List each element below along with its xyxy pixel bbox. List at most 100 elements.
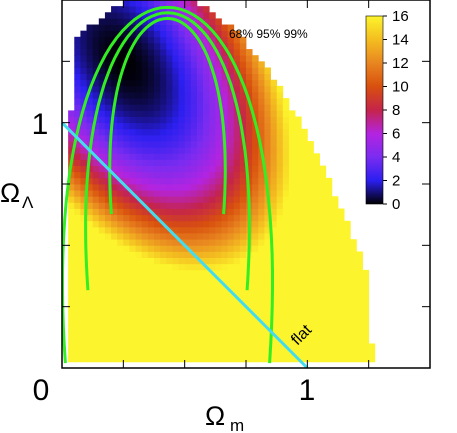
heatmap-cell	[350, 355, 357, 363]
heatmap-cell	[147, 269, 155, 277]
heatmap-cell	[86, 288, 94, 295]
heatmap-cell	[80, 165, 87, 173]
heatmap-cell	[295, 165, 302, 173]
heatmap-cell	[80, 269, 87, 277]
heatmap-cell	[196, 122, 204, 130]
heatmap-cell	[141, 42, 149, 50]
heatmap-cell	[184, 184, 192, 191]
heatmap-cell	[74, 73, 81, 81]
heatmap-cell	[68, 233, 75, 240]
heatmap-cell	[92, 159, 100, 166]
heatmap-cell	[154, 116, 161, 124]
heatmap-cell	[154, 239, 161, 246]
heatmap-cell	[233, 233, 241, 240]
heatmap-cell	[111, 282, 118, 289]
heatmap-cell	[147, 42, 155, 50]
heatmap-cell	[233, 147, 241, 154]
heatmap-cell	[288, 306, 296, 314]
heatmap-cell	[252, 331, 259, 338]
heatmap-cell	[319, 263, 327, 271]
heatmap-cell	[295, 177, 302, 185]
heatmap-cell	[325, 257, 333, 265]
heatmap-cell	[239, 202, 247, 209]
heatmap-cell	[190, 220, 198, 228]
heatmap-cell	[154, 122, 161, 130]
heatmap-cell	[215, 42, 222, 50]
heatmap-cell	[239, 159, 247, 166]
heatmap-cell	[301, 269, 308, 277]
heatmap-cell	[239, 263, 247, 271]
heatmap-cell	[331, 349, 339, 357]
heatmap-cell	[282, 190, 290, 197]
colorbar-tick-label: 0	[392, 196, 400, 213]
heatmap-cell	[129, 208, 136, 216]
heatmap-cell	[141, 312, 149, 320]
heatmap-cell	[252, 128, 259, 136]
heatmap-cell	[239, 177, 247, 185]
heatmap-cell	[282, 294, 290, 301]
heatmap-cell	[295, 263, 302, 271]
heatmap-cell	[227, 134, 235, 142]
heatmap-cell	[160, 147, 167, 154]
heatmap-cell	[227, 128, 235, 136]
heatmap-cell	[154, 294, 161, 301]
heatmap-cell	[301, 282, 308, 289]
heatmap-cell	[221, 24, 228, 32]
heatmap-cell	[92, 184, 100, 191]
heatmap-cell	[233, 239, 241, 246]
heatmap-cell	[196, 202, 204, 209]
heatmap-cell	[264, 257, 271, 265]
heatmap-cell	[221, 355, 228, 363]
heatmap-cell	[338, 294, 345, 301]
heatmap-cell	[184, 214, 192, 222]
heatmap-cell	[288, 214, 296, 222]
heatmap-cell	[209, 141, 216, 148]
heatmap-cell	[123, 128, 130, 136]
heatmap-cell	[86, 312, 94, 320]
heatmap-cell	[86, 73, 94, 81]
heatmap-cell	[135, 165, 143, 173]
heatmap-cell	[86, 306, 94, 314]
heatmap-cell	[123, 276, 130, 283]
heatmap-cell	[276, 245, 284, 252]
heatmap-cell	[227, 325, 235, 332]
heatmap-cell	[135, 153, 143, 160]
heatmap-cell	[270, 343, 278, 350]
heatmap-cell	[86, 220, 94, 228]
heatmap-cell	[190, 153, 198, 160]
heatmap-cell	[368, 355, 376, 363]
heatmap-cell	[196, 147, 204, 154]
heatmap-cell	[104, 312, 112, 320]
heatmap-cell	[325, 202, 333, 209]
heatmap-cell	[319, 343, 327, 350]
heatmap-cell	[203, 134, 210, 142]
heatmap-cell	[117, 331, 124, 338]
heatmap-cell	[92, 343, 100, 350]
heatmap-cell	[80, 73, 87, 81]
heatmap-cell	[209, 104, 216, 111]
heatmap-cell	[184, 0, 192, 7]
heatmap-cell	[264, 312, 271, 320]
heatmap-cell	[233, 85, 241, 93]
heatmap-cell	[80, 30, 87, 38]
heatmap-cell	[270, 104, 278, 111]
heatmap-cell	[68, 294, 75, 301]
heatmap-cell	[68, 263, 75, 271]
heatmap-cell	[141, 67, 149, 74]
heatmap-cell	[74, 98, 81, 105]
heatmap-cell	[117, 184, 124, 191]
heatmap-cell	[184, 61, 192, 68]
heatmap-cell	[307, 184, 314, 191]
heatmap-cell	[154, 159, 161, 166]
heatmap-cell	[258, 355, 265, 363]
heatmap-cell	[123, 331, 130, 338]
heatmap-cell	[166, 0, 173, 7]
heatmap-cell	[331, 208, 339, 216]
heatmap-cell	[86, 104, 94, 111]
heatmap-cell	[172, 251, 179, 258]
heatmap-cell	[350, 288, 357, 295]
heatmap-cell	[270, 226, 278, 234]
heatmap-cell	[270, 220, 278, 228]
heatmap-cell	[221, 276, 228, 283]
heatmap-cell	[288, 288, 296, 295]
